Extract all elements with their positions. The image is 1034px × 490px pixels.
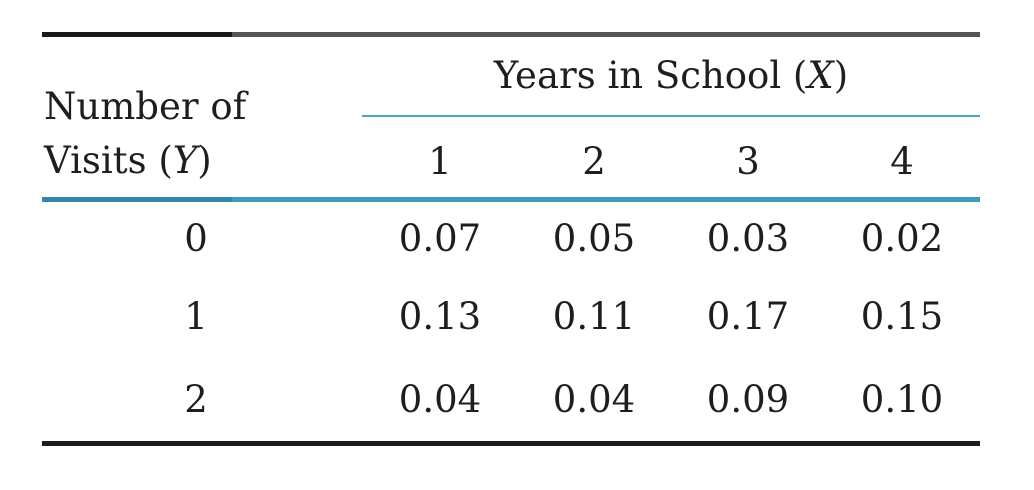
- spanner-label: Years in School: [493, 54, 782, 97]
- table-cell: 0.15: [860, 295, 944, 338]
- table-cell: 0.07: [398, 217, 482, 260]
- spanner-variable: X: [807, 54, 834, 97]
- column-spanner-header: Years in School (X): [493, 54, 849, 97]
- row-label: 0: [184, 217, 208, 260]
- column-header-4: 4: [890, 140, 914, 183]
- table-top-rule: [42, 32, 980, 37]
- header-rule: [42, 197, 980, 202]
- table-cell: 0.04: [552, 378, 636, 421]
- table-cell: 0.17: [706, 295, 790, 338]
- stub-header-line2: Visits (Y): [44, 139, 212, 182]
- row-label: 2: [184, 378, 208, 421]
- column-header-3: 3: [736, 140, 760, 183]
- table-cell: 0.03: [706, 217, 790, 260]
- column-header-1: 1: [428, 140, 452, 183]
- table-cell: 0.09: [706, 378, 790, 421]
- table-bottom-rule: [42, 441, 980, 446]
- table-cell: 0.13: [398, 295, 482, 338]
- column-header-2: 2: [582, 140, 606, 183]
- table-cell: 0.04: [398, 378, 482, 421]
- table-cell: 0.02: [860, 217, 944, 260]
- stub-label: Visits: [44, 139, 147, 182]
- spanner-rule: [362, 115, 980, 117]
- row-label: 1: [184, 295, 208, 338]
- stub-header-line1: Number of: [44, 85, 247, 128]
- stub-variable: Y: [172, 139, 198, 182]
- table-cell: 0.11: [552, 295, 636, 338]
- table-cell: 0.05: [552, 217, 636, 260]
- table-cell: 0.10: [860, 378, 944, 421]
